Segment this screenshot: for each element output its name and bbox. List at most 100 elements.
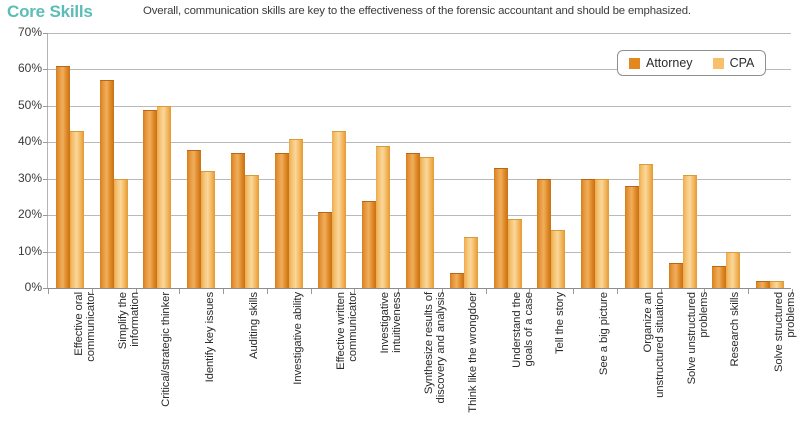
x-axis-category-label: See a big picture xyxy=(598,292,611,376)
bar-group[interactable] xyxy=(748,33,792,288)
y-tick-mark xyxy=(43,69,48,71)
page-title: Core Skills xyxy=(7,2,93,21)
bar-cpa[interactable] xyxy=(332,131,347,288)
bar-group[interactable] xyxy=(92,33,136,288)
bar-group[interactable] xyxy=(179,33,223,288)
x-axis-category-label: Simplify the information xyxy=(116,292,141,350)
x-axis-category-label: Research skills xyxy=(729,292,742,367)
bar-group[interactable] xyxy=(223,33,267,288)
legend-label: CPA xyxy=(729,56,755,70)
bar-cpa[interactable] xyxy=(463,237,478,288)
legend-swatch-icon xyxy=(629,57,640,69)
x-tick-mark xyxy=(441,289,443,294)
bar-group[interactable] xyxy=(442,33,486,288)
bar-cpa[interactable] xyxy=(551,229,566,288)
gridline xyxy=(48,69,791,71)
y-axis-tick-label: 20% xyxy=(17,207,42,222)
bar-group[interactable] xyxy=(136,33,180,288)
bar-attorney[interactable] xyxy=(493,167,508,288)
bar-attorney[interactable] xyxy=(449,273,464,288)
bar-attorney[interactable] xyxy=(318,211,333,288)
y-tick-mark xyxy=(43,178,48,180)
x-tick-mark xyxy=(91,289,93,294)
x-tick-mark xyxy=(135,289,137,294)
bar-cpa[interactable] xyxy=(244,175,259,288)
y-axis-tick-label: 40% xyxy=(17,134,42,149)
bar-group[interactable] xyxy=(398,33,442,288)
bar-attorney[interactable] xyxy=(99,80,114,288)
bar-group[interactable] xyxy=(661,33,705,288)
bar-attorney[interactable] xyxy=(624,186,639,288)
bar-group[interactable] xyxy=(48,33,92,288)
bar-cpa[interactable] xyxy=(288,138,303,288)
legend-label: Attorney xyxy=(646,56,693,70)
y-axis-tick-label: 30% xyxy=(17,170,42,185)
bar-cpa[interactable] xyxy=(726,251,741,288)
y-tick-mark xyxy=(43,288,48,289)
chart-legend: Attorney CPA xyxy=(617,50,767,76)
bar-attorney[interactable] xyxy=(668,262,683,288)
y-tick-mark xyxy=(43,215,48,217)
x-tick-mark xyxy=(354,289,356,294)
bar-group[interactable] xyxy=(617,33,661,288)
x-axis-category-label: Identify key issues xyxy=(204,292,217,383)
bar-cpa[interactable] xyxy=(507,218,522,288)
x-axis-category-label: Effective written communicator xyxy=(335,292,360,370)
x-axis-category-label: Investigative intuitiveness xyxy=(379,292,404,354)
bar-attorney[interactable] xyxy=(362,200,377,288)
x-tick-mark xyxy=(529,289,531,294)
x-tick-mark xyxy=(616,289,618,294)
y-tick-mark xyxy=(43,33,48,34)
bar-cpa[interactable] xyxy=(69,131,84,288)
legend-item-cpa[interactable]: CPA xyxy=(712,56,755,70)
bar-group[interactable] xyxy=(486,33,530,288)
bar-cpa[interactable] xyxy=(682,175,697,288)
x-tick-mark xyxy=(485,289,487,294)
bar-cpa[interactable] xyxy=(419,156,434,288)
x-tick-mark xyxy=(792,289,793,294)
y-tick-mark xyxy=(43,142,48,144)
x-tick-mark xyxy=(310,289,312,294)
bar-cpa[interactable] xyxy=(113,178,128,288)
x-axis-category-label: Synthesize results of discovery and anal… xyxy=(423,292,447,404)
bar-group[interactable] xyxy=(311,33,355,288)
y-axis-tick-label: 10% xyxy=(17,243,42,258)
x-tick-mark xyxy=(660,289,662,294)
y-tick-mark xyxy=(43,105,48,107)
bar-cpa[interactable] xyxy=(595,178,610,288)
bar-attorney[interactable] xyxy=(756,280,771,288)
bar-attorney[interactable] xyxy=(537,178,552,288)
bar-cpa[interactable] xyxy=(201,171,216,288)
bar-attorney[interactable] xyxy=(274,153,289,288)
bar-cpa[interactable] xyxy=(638,164,653,288)
y-axis-tick-label: 70% xyxy=(17,25,42,39)
bar-cpa[interactable] xyxy=(376,145,391,288)
y-axis-tick-label: 60% xyxy=(17,61,42,76)
bar-group[interactable] xyxy=(267,33,311,288)
x-tick-mark xyxy=(266,289,268,294)
bar-series-container xyxy=(48,33,793,294)
x-axis-category-label: Think like the wrongdoer xyxy=(466,292,479,413)
bar-group[interactable] xyxy=(704,33,748,288)
bar-attorney[interactable] xyxy=(581,178,596,288)
bar-attorney[interactable] xyxy=(55,65,70,288)
chart-header: Core Skills Overall, communication skill… xyxy=(0,0,800,26)
bar-attorney[interactable] xyxy=(187,149,202,288)
bar-attorney[interactable] xyxy=(230,153,245,288)
bar-group[interactable] xyxy=(354,33,398,288)
bar-attorney[interactable] xyxy=(712,266,727,288)
legend-item-attorney[interactable]: Attorney xyxy=(629,56,693,70)
bar-cpa[interactable] xyxy=(770,280,785,288)
x-axis-category-label: Understand the goals of a case xyxy=(510,292,535,368)
gridline xyxy=(48,105,791,107)
chart-subtitle: Overall, communication skills are key to… xyxy=(143,5,691,17)
bar-attorney[interactable] xyxy=(143,109,158,288)
x-tick-mark xyxy=(223,289,225,294)
bar-attorney[interactable] xyxy=(405,153,420,288)
gridline xyxy=(48,33,791,34)
bar-cpa[interactable] xyxy=(157,105,172,288)
bar-group[interactable] xyxy=(529,33,573,288)
y-axis-tick-label: 50% xyxy=(17,97,42,112)
bar-group[interactable] xyxy=(573,33,617,288)
x-axis-line xyxy=(48,288,791,289)
